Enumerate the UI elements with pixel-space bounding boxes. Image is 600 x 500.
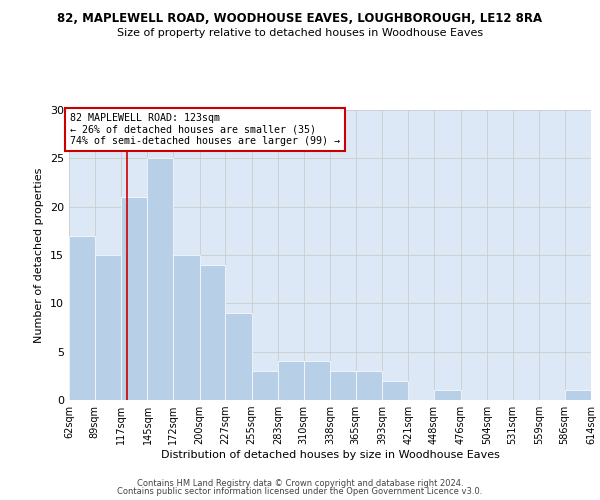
Bar	[69, 236, 95, 400]
Bar	[251, 371, 278, 400]
Bar	[225, 313, 251, 400]
Text: 82 MAPLEWELL ROAD: 123sqm
← 26% of detached houses are smaller (35)
74% of semi-: 82 MAPLEWELL ROAD: 123sqm ← 26% of detac…	[70, 113, 340, 146]
Text: Size of property relative to detached houses in Woodhouse Eaves: Size of property relative to detached ho…	[117, 28, 483, 38]
Text: 82, MAPLEWELL ROAD, WOODHOUSE EAVES, LOUGHBOROUGH, LE12 8RA: 82, MAPLEWELL ROAD, WOODHOUSE EAVES, LOU…	[58, 12, 542, 26]
Bar	[356, 371, 382, 400]
Bar	[330, 371, 356, 400]
Bar	[173, 255, 199, 400]
Bar	[565, 390, 591, 400]
Bar	[199, 264, 225, 400]
Text: Contains HM Land Registry data © Crown copyright and database right 2024.: Contains HM Land Registry data © Crown c…	[137, 478, 463, 488]
Bar	[148, 158, 173, 400]
Bar	[304, 362, 330, 400]
Bar	[121, 197, 148, 400]
X-axis label: Distribution of detached houses by size in Woodhouse Eaves: Distribution of detached houses by size …	[161, 450, 499, 460]
Bar	[278, 362, 304, 400]
Bar	[382, 380, 409, 400]
Y-axis label: Number of detached properties: Number of detached properties	[34, 168, 44, 342]
Bar	[95, 255, 121, 400]
Text: Contains public sector information licensed under the Open Government Licence v3: Contains public sector information licen…	[118, 487, 482, 496]
Bar	[434, 390, 461, 400]
